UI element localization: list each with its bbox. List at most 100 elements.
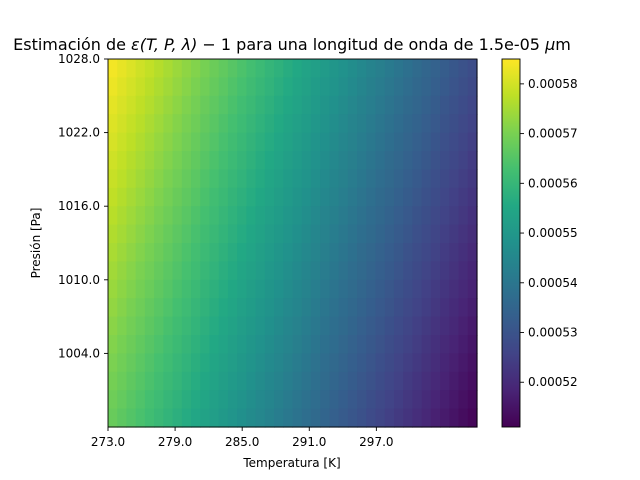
heatmap-cell xyxy=(366,390,377,410)
heatmap-cell xyxy=(163,59,174,78)
heatmap-cell xyxy=(320,316,330,336)
heatmap-cell xyxy=(301,114,312,134)
heatmap-cell xyxy=(246,335,257,354)
heatmap-cell xyxy=(227,335,238,354)
heatmap-cell xyxy=(292,279,303,299)
heatmap-cell xyxy=(108,261,118,281)
heatmap-cell xyxy=(274,316,284,336)
heatmap-cell xyxy=(218,298,229,318)
heatmap-cell xyxy=(347,335,358,354)
heatmap-cell xyxy=(117,224,128,244)
heatmap-cell xyxy=(108,132,118,152)
heatmap-cell xyxy=(163,353,174,373)
heatmap-cell xyxy=(181,114,192,134)
heatmap-cell xyxy=(366,243,377,262)
heatmap-cell xyxy=(237,151,247,170)
heatmap-cell xyxy=(108,151,118,170)
heatmap-cell xyxy=(283,59,294,78)
heatmap-cell xyxy=(310,95,321,115)
colorbar-tick-label: 0.00057 xyxy=(528,127,578,141)
heatmap-cell xyxy=(135,335,146,354)
heatmap-cell xyxy=(403,353,414,373)
heatmap-cell xyxy=(274,187,284,207)
heatmap-cell xyxy=(329,261,340,281)
heatmap-cell xyxy=(412,206,423,226)
heatmap-cell xyxy=(430,206,441,226)
heatmap-cell xyxy=(292,335,303,354)
heatmap-cell xyxy=(329,169,340,189)
heatmap-cell xyxy=(440,279,450,299)
y-tick-label: 1016.0 xyxy=(58,199,100,213)
heatmap-cell xyxy=(227,371,238,391)
heatmap-cell xyxy=(246,298,257,318)
heatmap-cell xyxy=(310,206,321,226)
heatmap-cell xyxy=(301,132,312,152)
heatmap-cell xyxy=(458,371,469,391)
heatmap-cell xyxy=(144,59,155,78)
heatmap-cell xyxy=(135,206,146,226)
heatmap-cell xyxy=(200,132,211,152)
heatmap-cell xyxy=(135,390,146,410)
heatmap-cell xyxy=(126,316,137,336)
heatmap-cell xyxy=(366,114,377,134)
heatmap-cell xyxy=(154,353,164,373)
heatmap-cell xyxy=(283,261,294,281)
heatmap-cell xyxy=(338,132,349,152)
heatmap-cell xyxy=(264,279,275,299)
heatmap-cell xyxy=(458,261,469,281)
heatmap-cell xyxy=(357,206,367,226)
heatmap-cell xyxy=(384,335,395,354)
heatmap-cell xyxy=(467,298,478,318)
heatmap-cell xyxy=(108,390,118,410)
heatmap-cell xyxy=(430,408,441,428)
heatmap-cell xyxy=(126,169,137,189)
heatmap-cell xyxy=(126,335,137,354)
heatmap-cell xyxy=(310,224,321,244)
heatmap-cell xyxy=(117,408,128,428)
heatmap-cell xyxy=(393,335,404,354)
heatmap-cell xyxy=(430,59,441,78)
heatmap-cell xyxy=(246,169,257,189)
heatmap-cell xyxy=(200,261,211,281)
heatmap-cell xyxy=(227,59,238,78)
heatmap-cell xyxy=(154,224,164,244)
heatmap-cell xyxy=(264,224,275,244)
heatmap-cell xyxy=(412,77,423,97)
heatmap-cell xyxy=(144,224,155,244)
heatmap-cell xyxy=(255,335,266,354)
heatmap-cell xyxy=(357,169,367,189)
heatmap-cell xyxy=(449,408,460,428)
heatmap-cell xyxy=(144,169,155,189)
heatmap-cell xyxy=(191,95,201,115)
heatmap-cell xyxy=(366,408,377,428)
heatmap-cell xyxy=(467,408,478,428)
heatmap-cell xyxy=(144,95,155,115)
heatmap-cell xyxy=(246,224,257,244)
heatmap-cell xyxy=(154,132,164,152)
heatmap-cell xyxy=(218,261,229,281)
heatmap-cell xyxy=(467,261,478,281)
heatmap-cell xyxy=(449,371,460,391)
heatmap-cell xyxy=(200,390,211,410)
heatmap-cell xyxy=(347,298,358,318)
heatmap-cell xyxy=(172,353,183,373)
heatmap-cell xyxy=(375,261,386,281)
heatmap-cell xyxy=(264,77,275,97)
heatmap-cell xyxy=(357,371,367,391)
heatmap-cell xyxy=(329,224,340,244)
heatmap-cell xyxy=(412,59,423,78)
heatmap-cell xyxy=(172,316,183,336)
heatmap-cell xyxy=(181,371,192,391)
heatmap-cell xyxy=(209,243,220,262)
heatmap-cell xyxy=(421,169,432,189)
heatmap-cell xyxy=(135,59,146,78)
heatmap-cell xyxy=(209,169,220,189)
heatmap-cell xyxy=(264,151,275,170)
heatmap-cell xyxy=(347,187,358,207)
heatmap-cell xyxy=(384,206,395,226)
heatmap-cell xyxy=(329,132,340,152)
heatmap-cell xyxy=(421,95,432,115)
heatmap-cell xyxy=(458,279,469,299)
heatmap-cell xyxy=(310,261,321,281)
heatmap-cell xyxy=(375,224,386,244)
